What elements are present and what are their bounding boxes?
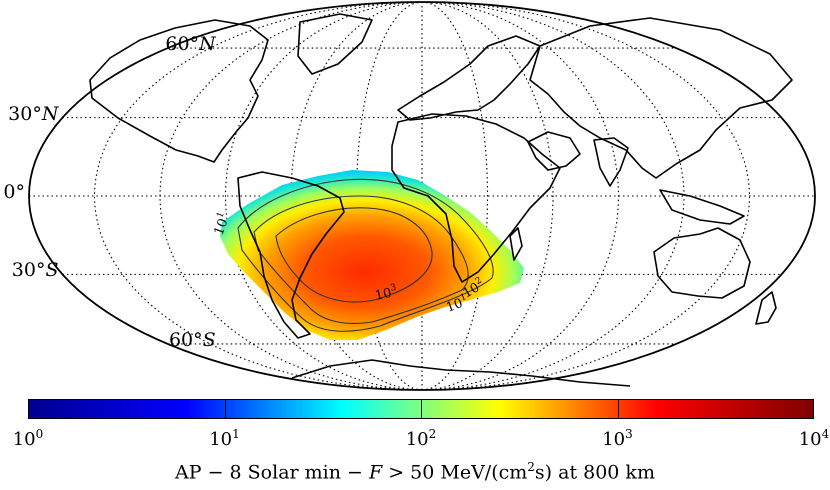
latitude-label: 30°N [8,102,59,125]
india-outline [593,137,629,187]
globe-outline [28,1,816,391]
latitude-label: 30°S [11,259,59,282]
colorbar-title: AP − 8 Solar min − F > 50 MeV/(cm2s) at … [175,460,655,484]
asia-outline [529,17,793,179]
southeast-asia-islands-outline [659,189,745,225]
contour-label: 103 [373,283,399,304]
colorbar [28,399,814,419]
arabia-outline [527,131,581,171]
colorbar-tick-label: 104 [798,427,830,450]
south-america-outline [237,171,345,339]
meridian-line [421,2,685,390]
meridian-line [159,2,423,390]
contour-10-3 [275,207,433,303]
meridian-line [421,2,554,390]
new-zealand-outline [755,291,777,325]
colorbar-tick [421,399,422,419]
latitude-label: 0° [3,181,25,203]
colorbar-tick-label: 102 [405,427,437,450]
australia-outline [653,227,751,299]
north-america-outline [89,19,269,163]
antarctica-outline [291,359,631,387]
contour-10-1 [237,178,494,332]
meridian-line [421,2,489,390]
colorbar-tick [617,399,619,419]
contour-10-2 [253,195,469,324]
latitude-label: 60°S [168,328,216,351]
continent-outlines [89,13,793,387]
meridian-line [421,2,620,390]
madagascar-outline [509,227,523,261]
greenland-outline [297,13,373,75]
anomaly-contours [237,178,494,332]
africa-outline [391,113,561,283]
meridian-line [224,2,423,390]
europe-outline [397,35,541,121]
colorbar-tick-label: 103 [602,427,633,450]
colorbar-tick [224,399,226,419]
south-atlantic-anomaly-heatmap [220,170,524,340]
colorbar-tick-label: 101 [209,427,240,450]
colorbar-tick-label: 100 [12,427,44,450]
latitude-label: 60°N [165,33,216,56]
